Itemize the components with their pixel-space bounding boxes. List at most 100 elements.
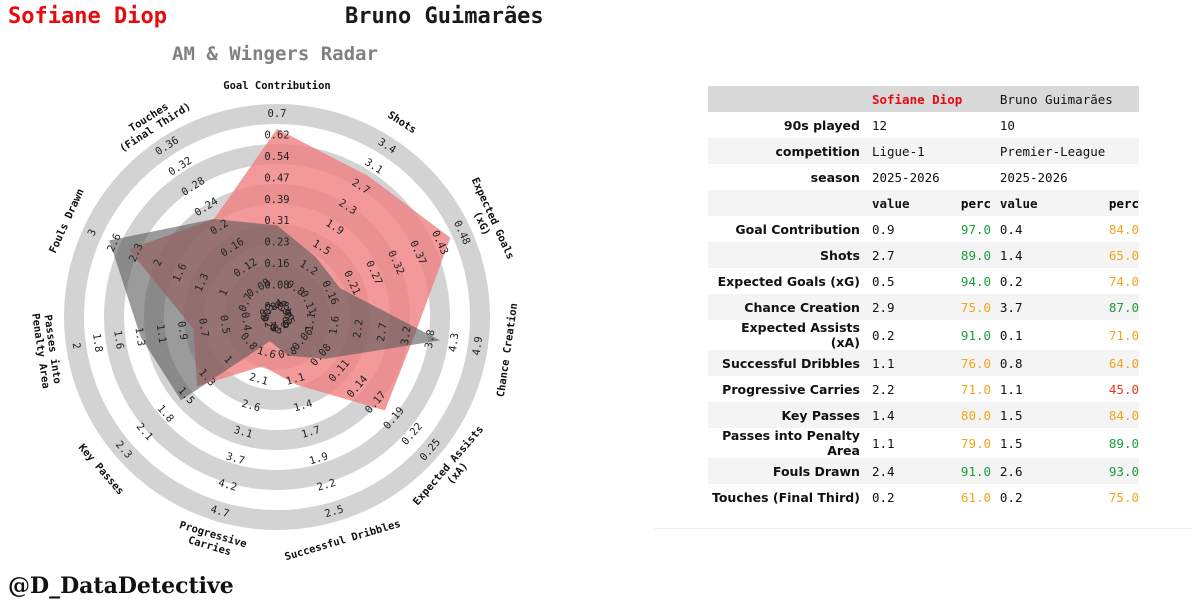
player2-percentile: 75.0 [1108,484,1139,510]
table-row: competition Ligue-1 Premier-League [708,138,1139,164]
tick-label: 1 [269,320,278,333]
tick-label: 0.47 [264,172,289,184]
player1-percentile: 91.0 [960,458,1000,484]
tick-label: 0.16 [264,258,289,270]
player1-value: 2.4 [871,458,961,484]
tick-label: 4.2 [217,477,239,494]
table-row: Goal Contribution 0.9 97.0 0.4 84.0 [708,216,1139,242]
player1-value: 0.2 [871,320,961,350]
table-row: Chance Creation 2.9 75.0 3.7 87.0 [708,294,1139,320]
player1-value: 2.7 [871,242,961,268]
player2-value: 0.1 [999,320,1109,350]
player2-value: 0.2 [999,268,1109,294]
subheader-perc: perc [960,190,1000,216]
tick-label: 0.4 [239,311,254,331]
player1-percentile: 61.0 [960,484,1000,510]
subheader-value: value [999,190,1109,216]
row-label: Touches (Final Third) [708,484,872,510]
tick-label: 3.7 [225,450,247,467]
tick-label: 4.3 [447,332,462,352]
tick-label: 0.7 [196,317,211,337]
tick-label: 3.1 [232,424,254,441]
tick-label: 1 [217,287,231,298]
player1-percentile: 97.0 [960,216,1000,242]
player1-value: 0.5 [871,268,961,294]
tick-label: 3 [86,227,100,238]
header-player2: Bruno Guimarães [999,86,1139,112]
table-row: Passes into Penalty Area 1.1 79.0 1.5 89.0 [708,428,1139,458]
tick-label: 1.1 [304,312,319,332]
tick-label: 4.7 [209,503,231,520]
credit-handle: @D_DataDetective [8,573,234,599]
tick-label: 2.2 [351,318,366,338]
player1-percentile: 80.0 [960,402,1000,428]
tick-label: 3.2 [399,325,414,345]
tick-label: 1.8 [90,333,105,353]
player2-percentile: 93.0 [1108,458,1139,484]
tick-label: 0.7 [268,108,287,120]
player2-value: 1.5 [999,428,1109,458]
row-label: Key Passes [708,402,872,428]
row-label: Goal Contribution [708,216,872,242]
player1-name: Sofiane Diop [8,4,167,29]
table-subheader-row: value perc value perc [708,190,1139,216]
tick-label: 1.1 [154,323,169,343]
player1-value: 2.2 [871,376,961,402]
table-header-row: Sofiane Diop Bruno Guimarães [708,86,1139,112]
tick-label: 1.6 [327,315,342,335]
tick-label: 0.62 [264,129,289,141]
tick-label: 1.6 [256,345,278,362]
player2-value: Premier-League [999,138,1139,164]
player2-percentile: 64.0 [1108,350,1139,376]
table-row: Successful Dribbles 1.1 76.0 0.8 64.0 [708,350,1139,376]
axis-label: Passes intoPenalty Area [29,311,64,390]
radar-title: AM & Wingers Radar [172,43,378,65]
tick-label: 1.3 [132,326,147,346]
tick-label: 0.08 [264,280,289,292]
tick-label: 2.1 [248,371,270,388]
tick-label: 0.6 [269,318,291,335]
player2-value: 0.2 [999,484,1109,510]
player2-percentile: 71.0 [1108,320,1139,350]
table-row: Fouls Drawn 2.4 91.0 2.6 93.0 [708,458,1139,484]
tick-label: 4.9 [471,336,486,356]
tick-label: 0.39 [264,194,289,206]
player1-value: 0.9 [871,216,961,242]
radar-chart: 0.080.080.160.230.310.390.470.540.620.70… [29,80,520,563]
player2-percentile: 74.0 [1108,268,1139,294]
player2-percentile: 89.0 [1108,428,1139,458]
divider [654,528,1192,529]
comparison-table: Sofiane Diop Bruno Guimarães 90s played 12 1… [708,86,1139,510]
tick-label: 2.6 [240,398,262,415]
subheader-perc: perc [1108,190,1139,216]
player1-percentile: 71.0 [960,376,1000,402]
axis-label: Shots [385,109,418,136]
table-row: season 2025-2026 2025-2026 [708,164,1139,190]
player2-value: 0.8 [999,350,1109,376]
player2-percentile: 45.0 [1108,376,1139,402]
player2-value: 10 [999,112,1139,138]
tick-label: 0.9 [175,320,190,340]
player1-percentile: 94.0 [960,268,1000,294]
player1-value: 1.1 [871,350,961,376]
tick-label: 0.5 [217,314,232,334]
header-player1: Sofiane Diop [871,86,1000,112]
tick-label: 2 [70,342,83,350]
tick-label: 0.5 [280,308,295,328]
tick-label: 1.1 [285,371,307,388]
tick-label: 1.7 [300,424,322,441]
table-row: Expected Goals (xG) 0.5 94.0 0.2 74.0 [708,268,1139,294]
player2-percentile: 65.0 [1108,242,1139,268]
player1-value: Ligue-1 [871,138,1000,164]
table-row: Progressive Carries 2.2 71.0 1.1 45.0 [708,376,1139,402]
tick-label: 2.5 [323,503,345,520]
row-label: Expected Assists (xA) [708,320,872,350]
subheader-value: value [871,190,961,216]
row-label: Passes into Penalty Area [708,428,872,458]
player2-percentile: 84.0 [1108,402,1139,428]
axis-label: Goal Contribution [223,80,330,92]
player1-value: 0.2 [871,484,961,510]
player1-value: 2.9 [871,294,961,320]
row-label: season [708,164,872,190]
player1-percentile: 76.0 [960,350,1000,376]
